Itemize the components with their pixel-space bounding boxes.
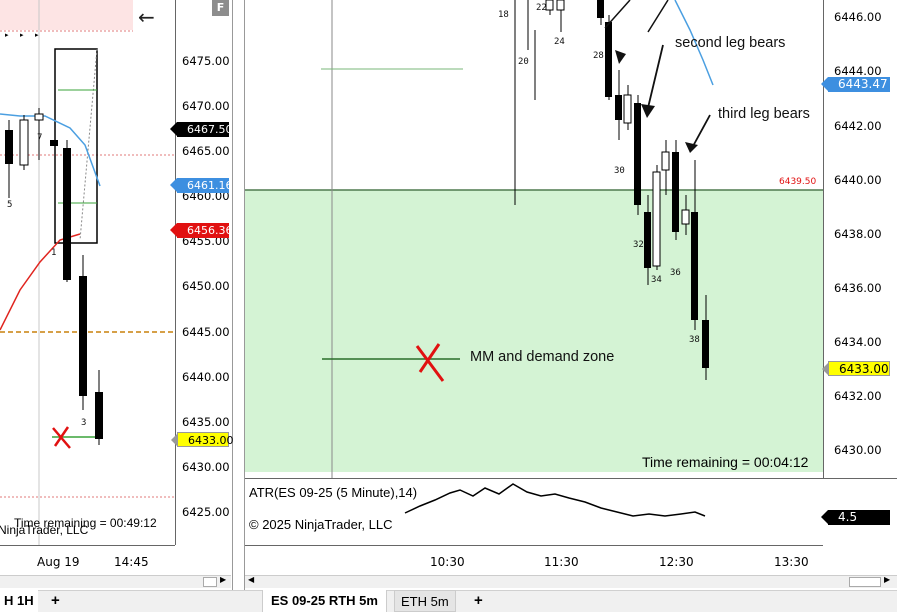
left-chart-panel[interactable]: ← F — [0, 0, 234, 590]
atr-indicator-svg — [404, 483, 706, 517]
left-yellow-price-flag: 6433.00 — [171, 432, 234, 447]
right-price-axis[interactable] — [823, 0, 897, 478]
right-time-label: 12:30 — [659, 555, 694, 569]
right-time-label: 13:30 — [774, 555, 809, 569]
left-badge-icon[interactable]: F — [212, 0, 229, 16]
right-price-tick: 6436.00 — [834, 281, 882, 295]
tab-eth-5m[interactable]: ETH 5m — [394, 590, 456, 612]
left-time-axis[interactable] — [0, 545, 175, 575]
left-black-price-flag: 6467.50 — [170, 122, 233, 137]
left-bar-number-1: 1 — [51, 248, 57, 258]
right-chart-panel[interactable]: 18 20 22 24 28 30 32 34 36 38 second leg… — [244, 0, 897, 590]
atr-value-flag: 4.5 — [821, 510, 890, 525]
atr-indicator-panel[interactable] — [245, 478, 897, 545]
copyright-label: © 2025 NinjaTrader, LLC — [249, 517, 393, 532]
left-scroll-thumb[interactable] — [203, 577, 217, 587]
right-yellow-price-flag: 6433.00 — [822, 361, 890, 376]
add-tab-button-right[interactable]: + — [474, 592, 483, 609]
right-scroll-right-icon[interactable]: ▶ — [884, 575, 891, 584]
left-chart-svg: ▸ ▸ ▸ — [0, 0, 175, 545]
left-scroll-right-icon[interactable]: ▶ — [220, 575, 227, 584]
add-tab-button-left[interactable]: + — [51, 592, 60, 609]
left-price-tick: 6440.00 — [182, 370, 230, 384]
atr-indicator-label: ATR(ES 09-25 (5 Minute),14) — [249, 485, 418, 500]
left-blue-price-flag: 6461.16 — [170, 178, 233, 193]
right-time-label: 10:30 — [430, 555, 465, 569]
left-price-tick: 6425.00 — [182, 505, 230, 519]
svg-text:▸: ▸ — [5, 31, 9, 39]
left-bar-number-5: 5 — [7, 200, 13, 210]
right-bar-number-24: 24 — [554, 37, 565, 47]
left-price-tick: 6450.00 — [182, 279, 230, 293]
annotation-third-leg[interactable]: third leg bears — [718, 106, 810, 122]
right-bar-number-28: 28 — [593, 51, 604, 61]
left-price-tick: 6445.00 — [182, 325, 230, 339]
svg-text:▸: ▸ — [20, 31, 24, 39]
right-bar-number-34: 34 — [651, 275, 662, 285]
left-time-remaining: Time remaining = 00:49:12 — [14, 516, 157, 530]
right-scroll-thumb[interactable] — [849, 577, 881, 587]
left-price-axis[interactable] — [175, 0, 233, 545]
left-price-tick: 6465.00 — [182, 144, 230, 158]
right-h-scrollbar[interactable]: ◀ ▶ — [245, 575, 897, 588]
right-chart-svg — [245, 0, 823, 478]
right-bar-number-20: 20 — [518, 57, 529, 67]
tab-left-partial[interactable]: H 1H — [0, 590, 38, 612]
right-time-label: 11:30 — [544, 555, 579, 569]
right-blue-price-flag: 6443.47 — [821, 77, 890, 92]
left-back-arrow-icon[interactable]: ← — [138, 5, 155, 29]
right-bar-number-30: 30 — [614, 166, 625, 176]
right-bar-number-36: 36 — [670, 268, 681, 278]
right-time-axis[interactable] — [245, 545, 823, 575]
right-price-tick: 6434.00 — [834, 335, 882, 349]
annotation-second-leg[interactable]: second leg bears — [675, 35, 786, 51]
left-red-price-flag: 6456.36 — [170, 223, 233, 238]
right-price-tick: 6430.00 — [834, 443, 882, 457]
left-bar-number-7: 7 — [37, 133, 43, 143]
right-price-tick: 6444.00 — [834, 64, 882, 78]
left-price-tick: 6430.00 — [182, 460, 230, 474]
right-price-tick: 6446.00 — [834, 10, 882, 24]
right-level-label: 6439.50 — [779, 177, 817, 187]
right-price-tick: 6442.00 — [834, 119, 882, 133]
left-price-tick: 6435.00 — [182, 415, 230, 429]
right-price-tick: 6438.00 — [834, 227, 882, 241]
left-bar-number-3: 3 — [81, 418, 87, 428]
annotation-demand-zone[interactable]: MM and demand zone — [470, 349, 615, 365]
left-copyright-fragment: NinjaTrader, LLC — [0, 523, 89, 537]
right-bar-number-18: 18 — [498, 10, 509, 20]
left-time-label: Aug 19 — [37, 555, 80, 569]
right-price-tick: 6440.00 — [834, 173, 882, 187]
right-bar-number-22: 22 — [536, 3, 547, 13]
left-pink-area — [0, 0, 133, 30]
right-price-tick: 6432.00 — [834, 389, 882, 403]
left-price-tick: 6470.00 — [182, 99, 230, 113]
right-time-remaining: Time remaining = 00:04:12 — [642, 454, 809, 470]
right-bar-number-38: 38 — [689, 335, 700, 345]
tab-es-rth-5m[interactable]: ES 09-25 RTH 5m — [262, 590, 387, 612]
left-price-tick: 6475.00 — [182, 54, 230, 68]
right-bar-number-32: 32 — [633, 240, 644, 250]
left-time-label: 14:45 — [114, 555, 149, 569]
right-scroll-left-icon[interactable]: ◀ — [248, 575, 255, 584]
svg-text:▸: ▸ — [35, 31, 39, 39]
left-h-scrollbar[interactable]: ▶ — [0, 575, 231, 588]
